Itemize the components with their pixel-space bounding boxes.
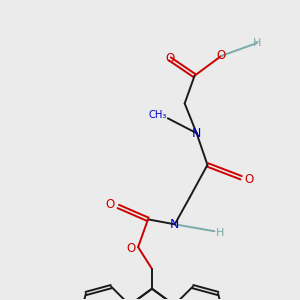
Text: N: N: [192, 127, 201, 140]
Text: O: O: [126, 242, 135, 255]
Text: O: O: [245, 173, 254, 186]
Text: N: N: [170, 218, 179, 231]
Text: O: O: [105, 199, 115, 212]
Text: O: O: [217, 50, 226, 62]
Text: O: O: [165, 52, 174, 65]
Text: H: H: [216, 228, 224, 238]
Text: CH₃: CH₃: [148, 110, 166, 120]
Text: H: H: [253, 38, 261, 48]
